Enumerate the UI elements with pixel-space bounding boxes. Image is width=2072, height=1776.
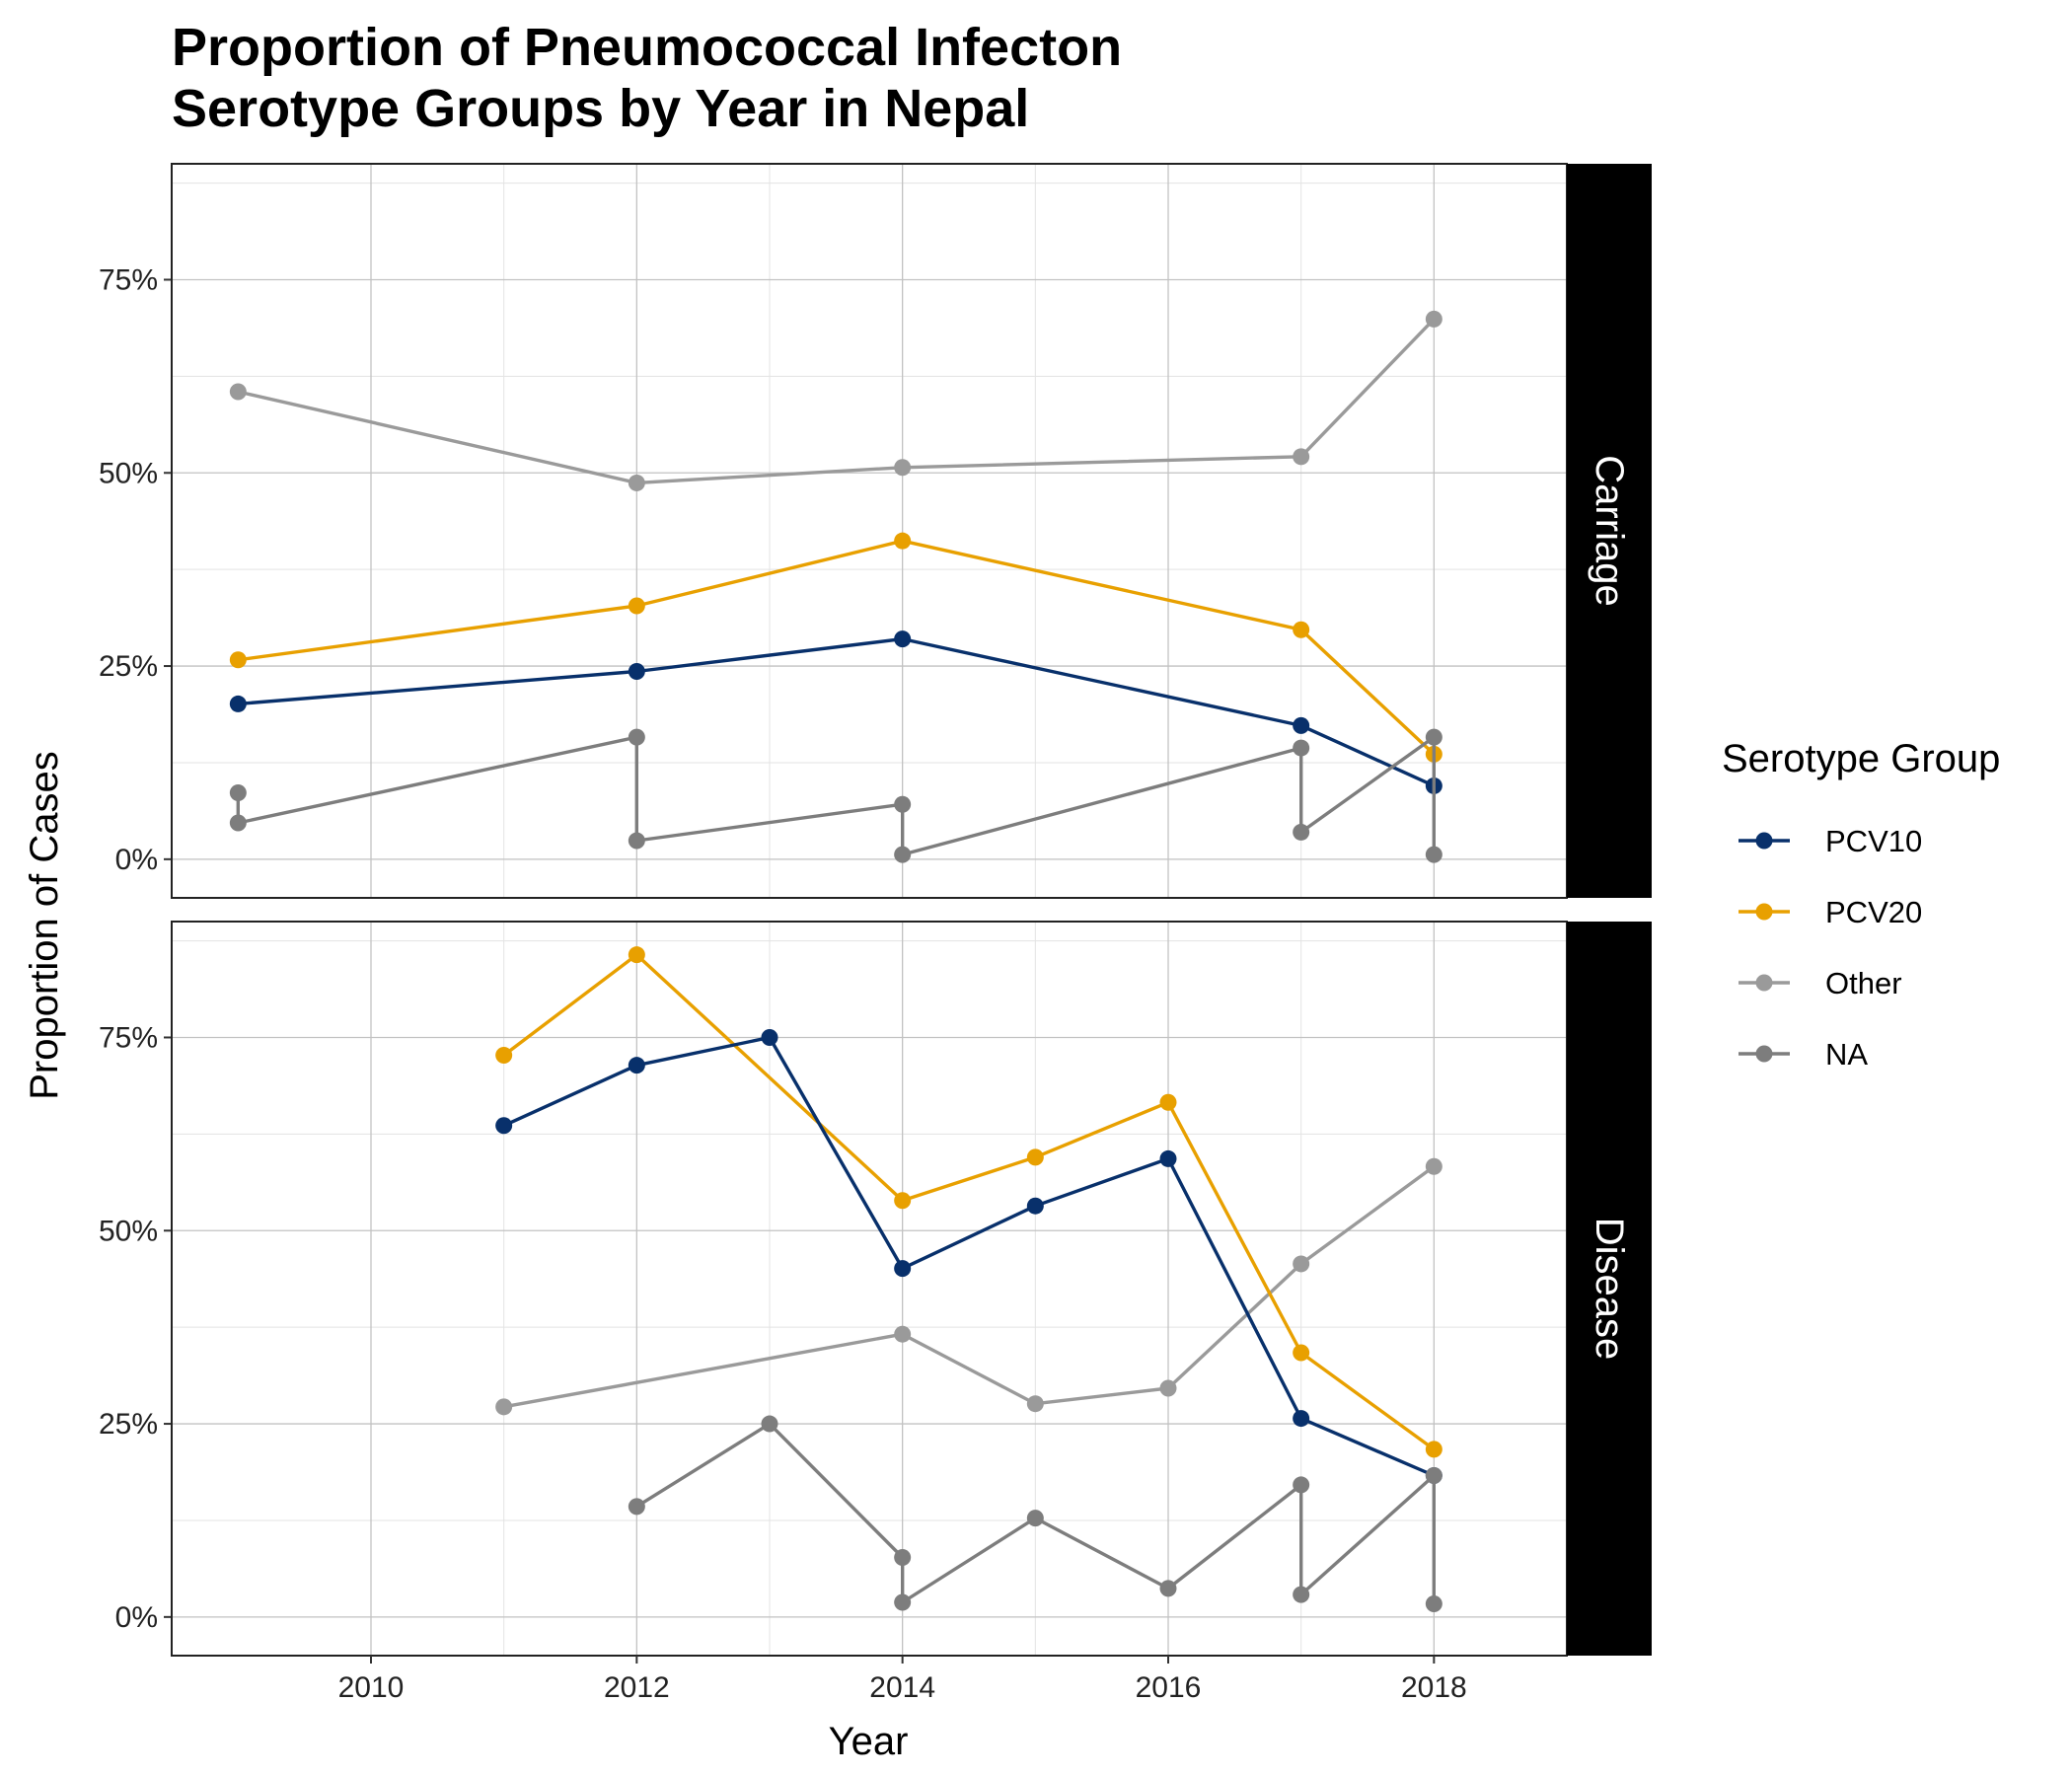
data-point-na <box>1293 823 1310 841</box>
data-point-na <box>1293 739 1310 757</box>
data-point-pcv10 <box>1159 1149 1177 1167</box>
data-point-pcv20 <box>1026 1148 1044 1166</box>
chart-title-line-2: Serotype Groups by Year in Nepal <box>172 79 1029 138</box>
data-point-pcv20 <box>628 597 645 615</box>
data-point-na <box>1425 1595 1443 1613</box>
data-point-other <box>894 1325 912 1343</box>
data-point-na <box>628 1498 645 1516</box>
data-point-na <box>1026 1510 1044 1527</box>
chart-title-line-1: Proportion of Pneumococcal Infecton <box>172 18 1122 77</box>
legend: Serotype Group PCV10 PCV20 Other NA <box>1722 737 2000 1072</box>
data-point-pcv20 <box>1293 621 1310 638</box>
series-line-na <box>236 735 1437 856</box>
data-point-na <box>229 814 247 832</box>
legend-label: PCV10 <box>1825 824 1922 858</box>
data-point-other <box>1425 1157 1443 1175</box>
data-point-na <box>1425 728 1443 746</box>
legend-key-point <box>1755 903 1773 921</box>
data-point-pcv20 <box>628 946 645 964</box>
data-point-na <box>628 832 645 850</box>
x-tick-label: 2012 <box>604 1671 670 1704</box>
data-point-pcv10 <box>894 630 912 648</box>
facet-strip-label: Disease <box>1588 1218 1631 1361</box>
data-point-other <box>1159 1379 1177 1397</box>
data-point-other <box>1293 1255 1310 1273</box>
y-tick-label: 25% <box>99 1408 158 1441</box>
legend-item-other: Other <box>1739 966 1902 1000</box>
data-point-pcv20 <box>1293 1344 1310 1362</box>
data-point-na <box>229 783 247 801</box>
data-point-na <box>1293 1586 1310 1603</box>
data-point-pcv10 <box>894 1260 912 1278</box>
data-point-pcv10 <box>761 1028 778 1046</box>
panel-background <box>172 164 1567 898</box>
x-tick-label: 2016 <box>1136 1671 1202 1704</box>
y-tick-label: 25% <box>99 650 158 683</box>
data-point-other <box>229 383 247 401</box>
data-point-pcv10 <box>229 695 247 712</box>
data-point-pcv20 <box>229 651 247 669</box>
legend-title: Serotype Group <box>1722 737 2000 780</box>
data-point-pcv10 <box>1293 716 1310 734</box>
legend-key-point <box>1755 1045 1773 1063</box>
data-point-pcv20 <box>1159 1093 1177 1111</box>
facet-panel-carriage: 0% 25% 50% 75% Carriage <box>99 163 1652 899</box>
data-point-pcv10 <box>1293 1410 1310 1428</box>
legend-label: Other <box>1825 966 1902 1000</box>
y-tick-label: 50% <box>99 457 158 489</box>
facet-strip-label: Carriage <box>1588 455 1631 606</box>
data-point-na <box>1425 846 1443 863</box>
y-tick-label: 0% <box>115 844 158 876</box>
data-point-pcv10 <box>628 663 645 681</box>
legend-item-pcv10: PCV10 <box>1739 824 1922 858</box>
data-point-na <box>894 1549 912 1567</box>
x-tick-label: 2010 <box>338 1671 405 1704</box>
data-point-na <box>894 846 912 863</box>
data-point-na <box>761 1415 778 1433</box>
legend-key-point <box>1755 974 1773 992</box>
data-point-pcv20 <box>894 1192 912 1210</box>
data-point-pcv10 <box>628 1057 645 1074</box>
data-point-pcv20 <box>894 532 912 550</box>
series-line-pcv10 <box>502 1035 1435 1478</box>
series-line-na <box>635 1422 1437 1604</box>
facet-strip <box>1567 164 1652 898</box>
data-point-other <box>1293 448 1310 466</box>
facet-panel-disease: 0% 25% 50% 75% Disease <box>99 921 1652 1657</box>
data-point-other <box>894 459 912 477</box>
series-line-other <box>503 1164 1436 1409</box>
legend-label: NA <box>1825 1037 1868 1072</box>
legend-key-point <box>1755 832 1773 850</box>
legend-item-na: NA <box>1739 1037 1868 1072</box>
plot-area: 0% 25% 50% 75% Carriage 0% 25% 50% 75% Disease 201… <box>99 163 1652 1704</box>
data-point-pcv20 <box>1425 1441 1443 1458</box>
data-point-na <box>894 1593 912 1611</box>
legend-item-pcv20: PCV20 <box>1739 895 1922 929</box>
y-axis-title: Proportion of Cases <box>23 751 66 1100</box>
facet-strip <box>1567 922 1652 1656</box>
x-tick-label: 2014 <box>869 1671 935 1704</box>
x-axis-title: Year <box>829 1720 909 1763</box>
y-tick-label: 50% <box>99 1215 158 1247</box>
data-point-pcv10 <box>495 1117 513 1135</box>
x-tick-label: 2018 <box>1401 1671 1467 1704</box>
data-point-na <box>894 795 912 813</box>
legend-label: PCV20 <box>1825 895 1922 929</box>
panel-background <box>172 922 1567 1656</box>
data-point-other <box>1425 310 1443 328</box>
y-tick-label: 75% <box>99 263 158 296</box>
data-point-other <box>495 1398 513 1416</box>
data-point-other <box>628 474 645 491</box>
y-tick-label: 0% <box>115 1601 158 1634</box>
data-point-na <box>628 728 645 746</box>
data-point-pcv20 <box>495 1046 513 1064</box>
data-point-na <box>1159 1580 1177 1597</box>
data-point-na <box>1293 1476 1310 1494</box>
data-point-na <box>1425 1467 1443 1485</box>
y-tick-label: 75% <box>99 1021 158 1054</box>
data-point-pcv10 <box>1026 1197 1044 1215</box>
data-point-other <box>1026 1395 1044 1413</box>
